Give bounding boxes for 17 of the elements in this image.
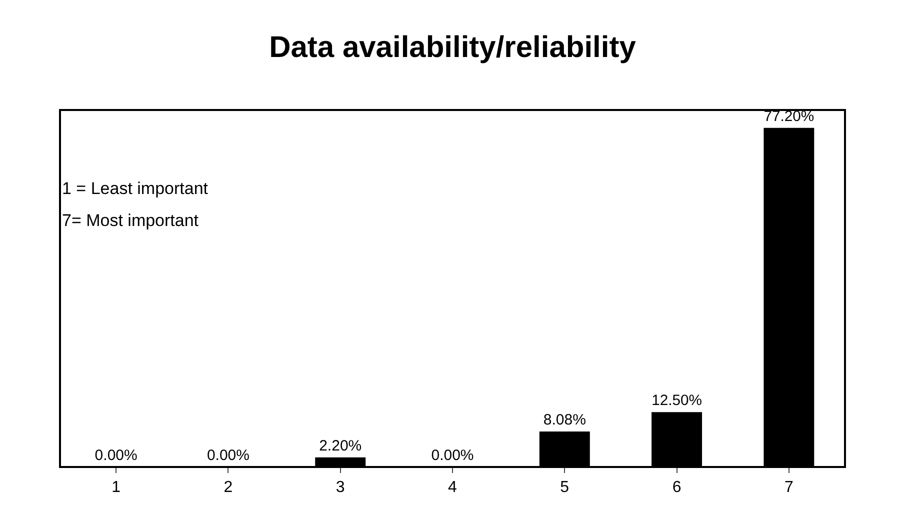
- chart-title: Data availability/reliability: [269, 31, 636, 64]
- data-label: 12.50%: [652, 393, 702, 410]
- data-label: 8.08%: [543, 412, 586, 428]
- x-tick-label: 1: [112, 479, 121, 496]
- data-label: 0.00%: [94, 447, 138, 464]
- data-label: 0.00%: [431, 447, 474, 464]
- annotation: 7= Most important: [62, 211, 199, 230]
- x-tick-label: 2: [224, 479, 233, 496]
- data-label: 77.20%: [764, 108, 814, 125]
- x-tick-label: 7: [784, 479, 794, 496]
- x-tick-label: 3: [336, 479, 345, 496]
- x-tick-label: 6: [672, 479, 682, 496]
- data-label: 0.00%: [206, 447, 250, 464]
- x-tick-label: 4: [448, 479, 458, 496]
- data-label: 2.20%: [319, 437, 362, 454]
- annotation: 1 = Least important: [62, 179, 208, 198]
- x-tick-label: 5: [560, 479, 570, 496]
